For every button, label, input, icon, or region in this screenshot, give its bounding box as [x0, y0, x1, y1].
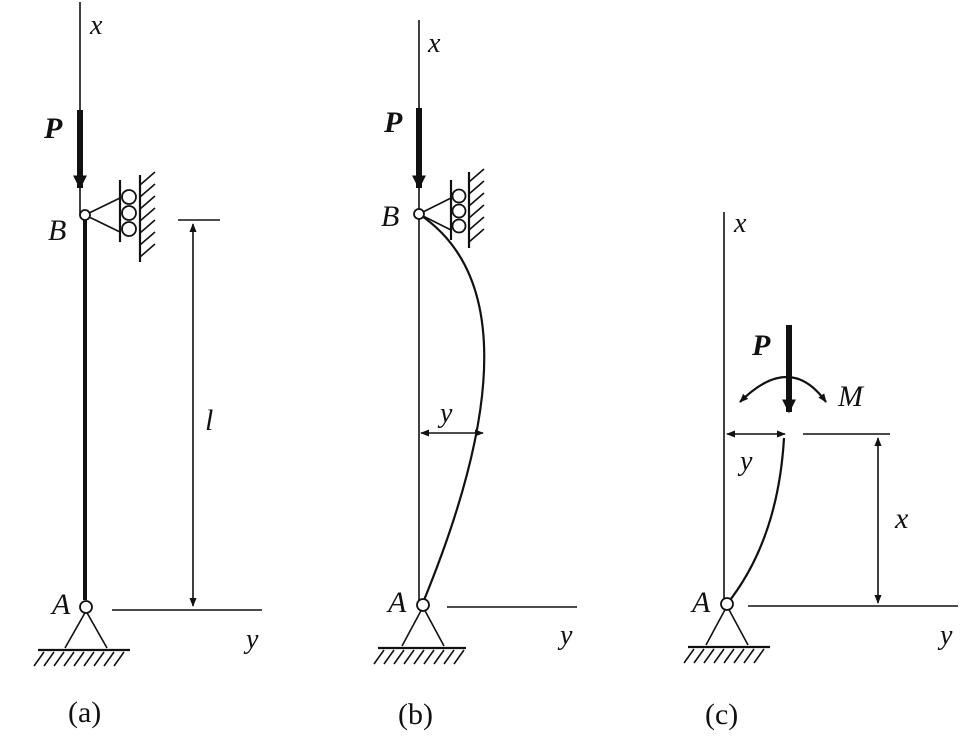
figure-a: x P B l — [33, 2, 262, 729]
x-axis-label: x — [89, 10, 103, 41]
caption: (a) — [68, 696, 101, 729]
roller-support-top — [84, 171, 156, 262]
load-label: P — [751, 329, 771, 362]
hinge-bottom — [79, 600, 93, 614]
hinge-top — [79, 209, 91, 221]
figure-c: x P M y x y — [683, 208, 958, 731]
caption: (b) — [398, 698, 433, 731]
x-axis-label: x — [733, 208, 747, 239]
deflected-column — [726, 437, 786, 605]
bottom-point-label: A — [50, 588, 71, 621]
bottom-point-label: A — [386, 586, 407, 619]
hinge-bottom — [720, 597, 734, 611]
y-axis-label: y — [243, 624, 259, 655]
deflected-column — [418, 213, 486, 606]
pin-support-bottom — [33, 610, 130, 667]
y-axis-label: y — [557, 620, 573, 651]
moment-label: M — [837, 380, 865, 413]
hinge-bottom — [416, 598, 430, 612]
length-label: l — [205, 404, 213, 437]
pin-support-bottom — [683, 605, 770, 664]
bottom-point-label: A — [690, 586, 711, 619]
load-label: P — [383, 106, 403, 139]
deflection-label: y — [437, 398, 453, 429]
hinge-top — [413, 208, 425, 220]
x-axis-label: x — [427, 28, 441, 59]
roller-support-top — [418, 168, 485, 248]
top-point-label: B — [381, 200, 399, 233]
load-label: P — [43, 112, 63, 145]
figure-b: x P B y y — [373, 20, 577, 731]
top-point-label: B — [48, 214, 66, 247]
height-label: x — [894, 502, 909, 535]
deflection-label: y — [737, 446, 753, 477]
moment-arrow — [739, 376, 827, 403]
y-axis-label: y — [937, 620, 953, 651]
caption: (c) — [705, 698, 738, 731]
pin-support-bottom — [373, 606, 466, 665]
